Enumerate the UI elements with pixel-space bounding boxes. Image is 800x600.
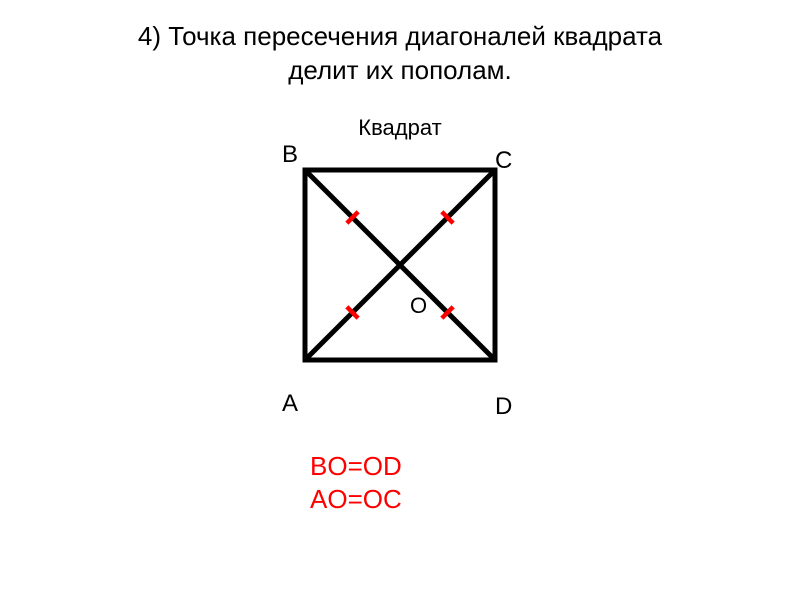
equation-2: AO=OC (310, 483, 402, 516)
equation-1: BO=OD (310, 450, 402, 483)
vertex-label-o: O (410, 293, 427, 319)
problem-title: 4) Точка пересечения диагоналей квадрата… (0, 20, 800, 88)
vertex-label-b: B (282, 141, 298, 169)
vertex-label-c: C (495, 147, 512, 175)
equations-block: BO=OD AO=OC (310, 450, 402, 515)
title-line-1: 4) Точка пересечения диагоналей квадрата (138, 21, 662, 51)
shape-label: Квадрат (0, 115, 800, 141)
geometry-svg (260, 145, 540, 405)
title-line-2: делит их пополам. (288, 55, 512, 85)
vertex-label-a: A (282, 390, 298, 418)
vertex-label-d: D (495, 393, 512, 421)
square-diagram: B C A D O (260, 145, 540, 435)
